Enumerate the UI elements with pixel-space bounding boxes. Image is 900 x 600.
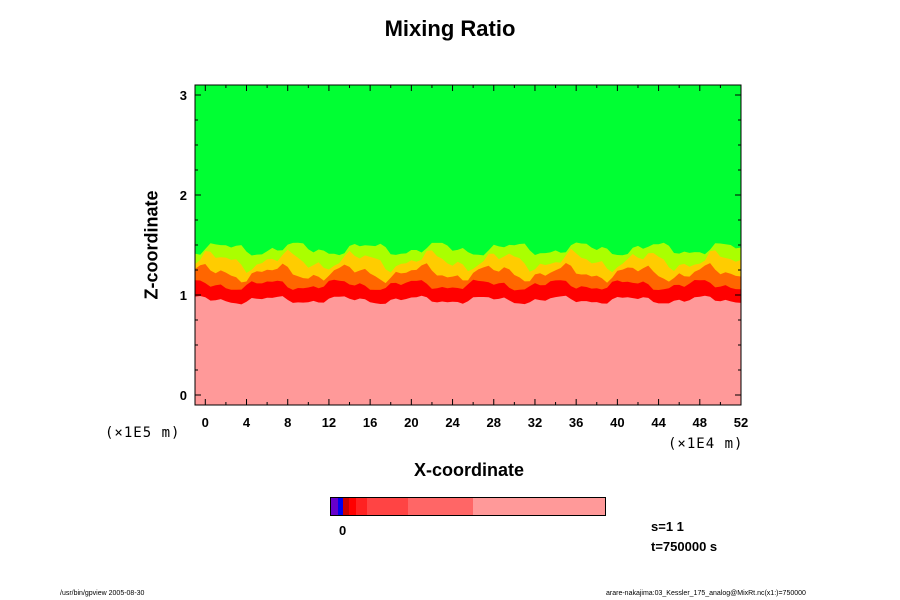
x-tick-label: 4 <box>243 415 251 430</box>
x-tick-label: 36 <box>569 415 583 430</box>
x-tick-label: 20 <box>404 415 418 430</box>
region-lower <box>195 295 741 405</box>
footer-left: /usr/bin/gpview 2005-08-30 <box>60 590 145 597</box>
x-tick-label: 12 <box>322 415 336 430</box>
colorbar-segment <box>473 498 605 515</box>
colorbar-segment <box>407 498 474 515</box>
y-ticks: 0 1 2 3 <box>180 88 741 403</box>
colorbar <box>330 497 606 516</box>
chart-title: Mixing Ratio <box>384 16 516 41</box>
footer-right: arare-nakajima:03_Kessler_175_analog@Mix… <box>606 590 806 597</box>
colorbar-segment <box>331 498 338 515</box>
colorbar-segment <box>366 498 408 515</box>
x-tick-label: 28 <box>487 415 501 430</box>
x-ticks: 0 4 8 12 16 20 24 28 32 36 40 44 48 52 <box>202 85 748 430</box>
x-tick-label: 0 <box>202 415 209 430</box>
annotation-t: t=750000 s <box>651 539 718 554</box>
annotation-s: s=1 1 <box>651 519 684 534</box>
x-axis-unit: (×1E4 m) <box>668 436 744 452</box>
y-tick-label: 1 <box>180 288 187 303</box>
colorbar-segment <box>348 498 356 515</box>
field-layer <box>195 85 741 405</box>
x-tick-label: 48 <box>693 415 707 430</box>
x-tick-label: 32 <box>528 415 542 430</box>
x-tick-label: 16 <box>363 415 377 430</box>
x-tick-label: 52 <box>734 415 748 430</box>
y-axis-unit: (×1E5 m) <box>105 425 181 441</box>
colorbar-segment <box>355 498 367 515</box>
x-tick-label: 8 <box>284 415 291 430</box>
y-tick-label: 2 <box>180 188 187 203</box>
x-tick-label: 40 <box>610 415 624 430</box>
y-tick-label: 3 <box>180 88 187 103</box>
x-tick-label: 24 <box>445 415 460 430</box>
colorbar-segment <box>343 498 349 515</box>
colorbar-segment <box>337 498 344 515</box>
x-tick-label: 44 <box>651 415 666 430</box>
y-tick-label: 0 <box>180 388 187 403</box>
x-axis-label: X-coordinate <box>413 460 524 480</box>
colorbar-zero-label: 0 <box>339 523 347 538</box>
